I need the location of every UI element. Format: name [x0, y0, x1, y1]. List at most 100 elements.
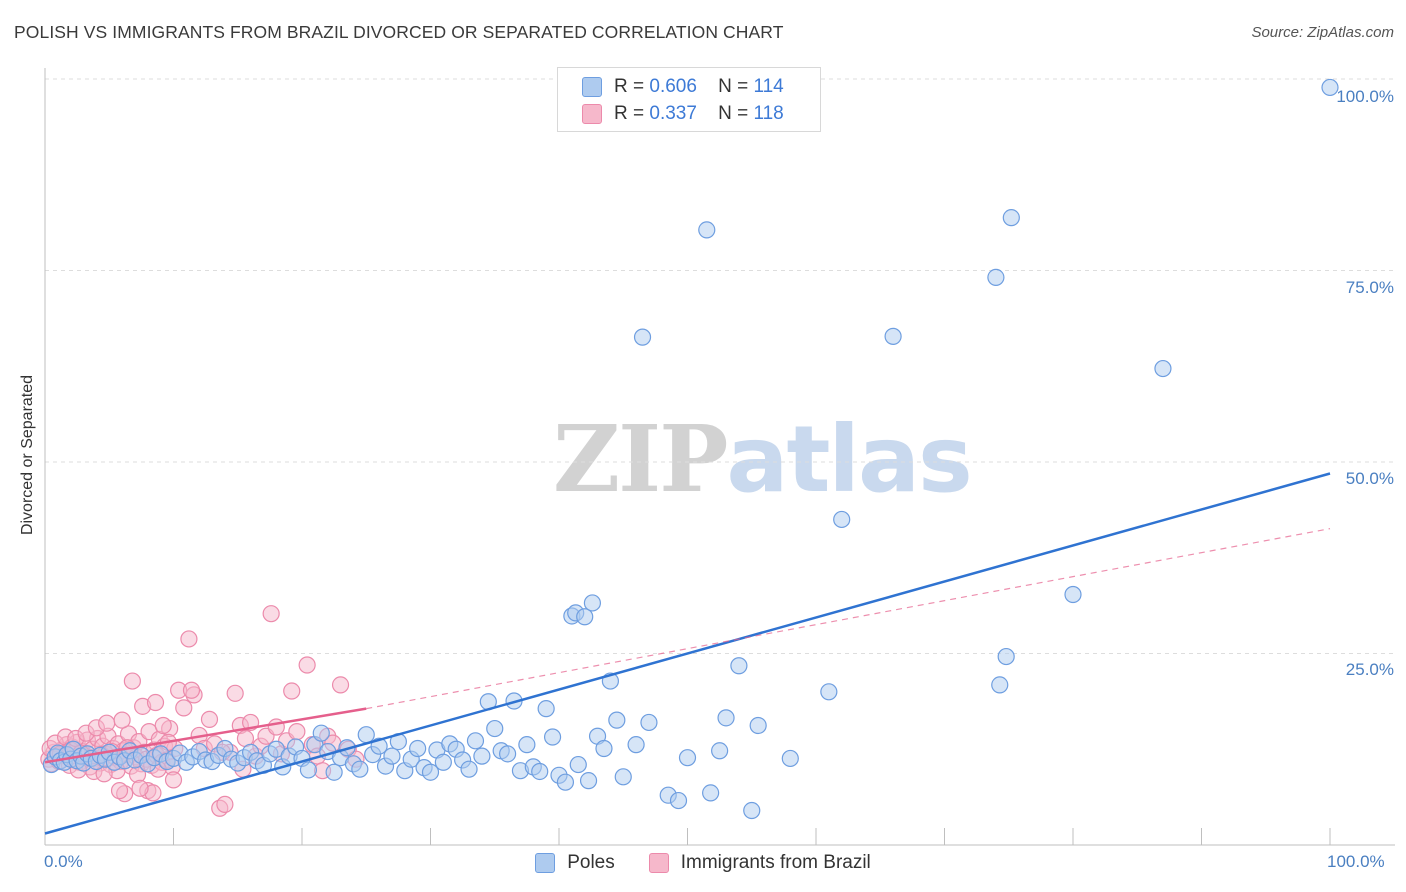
poles-point: [1321, 78, 1339, 97]
brazil-point: [288, 723, 306, 741]
brazil-point: [146, 693, 165, 712]
brazil-point: [200, 710, 219, 728]
legend-n-value: 118: [753, 103, 784, 124]
chart-title: POLISH VS IMMIGRANTS FROM BRAZIL DIVORCE…: [14, 22, 784, 42]
poles-point: [1154, 359, 1172, 378]
poles-point: [325, 763, 343, 781]
poles-point: [312, 724, 330, 742]
poles-point: [579, 772, 598, 790]
brazil-swatch: [582, 104, 602, 124]
watermark-atlas: atlas: [726, 406, 972, 513]
axes: [44, 68, 1395, 846]
brazil-point: [98, 714, 116, 732]
brazil-point: [154, 716, 172, 735]
poles-point: [543, 728, 562, 746]
legend-n-label: N =: [718, 76, 749, 97]
y-axis-label: Divorced or Separated: [19, 374, 36, 536]
poles-point: [299, 761, 318, 779]
legend-r-value: 0.606: [649, 76, 697, 97]
brazil-trend-extension: [366, 528, 1331, 710]
brazil-point: [180, 630, 198, 648]
poles-point: [421, 763, 440, 781]
poles-point: [669, 791, 688, 810]
watermark: ZIPatlas: [553, 405, 973, 513]
poles-point: [434, 753, 452, 771]
poles-point: [627, 736, 645, 754]
poles-point: [698, 221, 716, 239]
poles-point: [556, 773, 575, 791]
brazil-label: Immigrants from Brazil: [680, 852, 871, 873]
brazil-point: [283, 682, 301, 700]
bottom-legend-brazil: Immigrants from Brazil: [648, 852, 871, 874]
poles-point: [987, 268, 1005, 286]
brazil-point: [262, 605, 280, 623]
poles-point: [518, 736, 536, 754]
y-tick-label: 50.0%: [1345, 469, 1394, 488]
brazil-point: [331, 676, 350, 694]
poles-point: [595, 739, 613, 758]
brazil-point: [298, 656, 316, 674]
poles-point: [531, 762, 549, 781]
poles-point: [997, 647, 1015, 666]
poles-point: [351, 760, 369, 778]
brazil-point: [123, 672, 141, 690]
poles-point: [383, 747, 401, 765]
grid: [45, 78, 1395, 654]
poles-point: [583, 594, 602, 612]
poles-point: [749, 716, 767, 735]
poles-point: [717, 709, 735, 727]
poles-point: [473, 747, 491, 765]
brazil-trend-line: [44, 707, 367, 764]
legend-r-label: R =: [614, 76, 645, 97]
poles-point: [1002, 209, 1020, 227]
poles-point: [820, 683, 838, 701]
watermark-zip: ZIP: [553, 405, 728, 513]
poles-label: Poles: [567, 852, 615, 873]
poles-point: [614, 768, 632, 786]
poles-point: [743, 801, 761, 820]
legend-row-brazil: R = 0.337 N = 118: [582, 102, 784, 126]
poles-point: [711, 742, 729, 760]
source-label: Source: ZipAtlas.com: [1251, 24, 1394, 41]
x-tick-label: 100.0%: [1327, 852, 1385, 871]
poles-trend-line: [44, 472, 1331, 835]
poles-point: [569, 755, 587, 774]
legend: R = 0.606 N = 114 R = 0.337 N = 118: [557, 67, 821, 132]
poles-point: [1064, 585, 1082, 604]
brazil-point: [267, 718, 285, 736]
poles-point: [357, 726, 375, 744]
poles-point: [781, 749, 799, 768]
brazil-point: [216, 795, 234, 814]
bottom-legend: Poles Immigrants from Brazil: [0, 852, 1406, 874]
brazil-series: [40, 605, 365, 817]
poles-point: [486, 719, 504, 738]
brazil-swatch: [648, 853, 669, 873]
poles-point: [702, 784, 720, 802]
poles-point: [537, 700, 555, 718]
brazil-point: [182, 681, 201, 699]
poles-swatch: [582, 77, 602, 97]
brazil-point: [175, 699, 193, 717]
brazil-point: [164, 771, 183, 789]
poles-series: [42, 78, 1339, 820]
x-tick-label: 0.0%: [44, 852, 83, 871]
poles-point: [730, 657, 748, 675]
brazil-point: [131, 779, 149, 797]
poles-point: [576, 608, 594, 626]
legend-n-value: 114: [753, 76, 784, 97]
legend-r-label: R =: [614, 103, 645, 124]
trend-lines: [44, 472, 1331, 835]
poles-point: [608, 711, 626, 729]
poles-swatch: [535, 853, 556, 873]
poles-point: [884, 327, 902, 345]
y-tick-label: 25.0%: [1345, 660, 1394, 679]
brazil-point: [226, 684, 244, 702]
brazil-point: [113, 711, 131, 729]
poles-point: [678, 749, 697, 767]
legend-row-poles: R = 0.606 N = 114: [582, 75, 784, 99]
brazil-point: [110, 782, 129, 800]
poles-point: [466, 732, 485, 750]
poles-point: [991, 676, 1009, 694]
y-tick-label: 75.0%: [1345, 278, 1394, 297]
